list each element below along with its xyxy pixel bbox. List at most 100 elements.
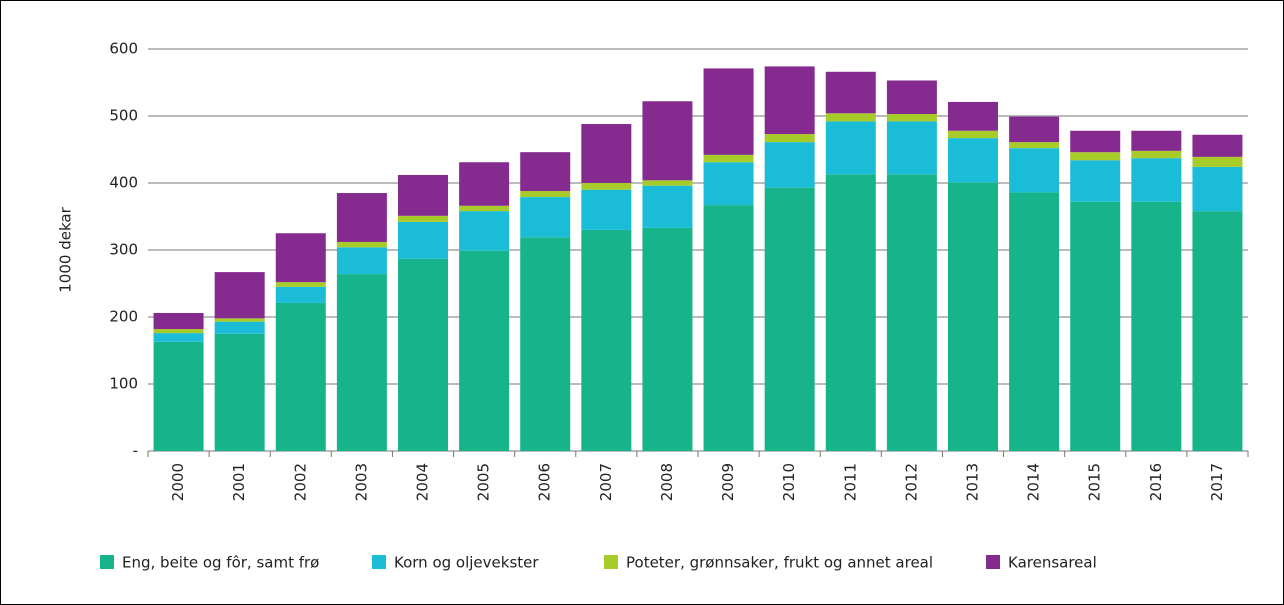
bar-segment — [1192, 211, 1243, 451]
y-tick-label: 200 — [109, 308, 138, 326]
bar-segment — [1131, 130, 1182, 151]
bar-segment — [642, 101, 693, 181]
bar-segment — [398, 215, 448, 222]
bar-segment — [581, 124, 632, 183]
x-tick-label: 2012 — [902, 463, 920, 501]
bar-segment — [1070, 152, 1121, 161]
bar-segment — [886, 113, 937, 122]
legend-label: Eng, beite og fôr, samt frø — [122, 554, 319, 572]
bar-segment — [764, 134, 815, 143]
x-tick-label: 2013 — [964, 463, 982, 501]
bar-segment — [275, 233, 326, 283]
x-tick-label: 2001 — [230, 463, 248, 501]
x-tick-label: 2003 — [352, 463, 370, 501]
x-tick-label: 2008 — [658, 463, 676, 501]
x-tick-label: 2011 — [841, 463, 859, 501]
x-tick-label: 2004 — [414, 463, 432, 501]
y-tick-label: 300 — [109, 241, 138, 259]
bar-segment — [1070, 160, 1121, 202]
bar-segment — [459, 205, 510, 212]
bar-segment — [1070, 201, 1121, 451]
bar-segment — [520, 152, 571, 192]
bar-segment — [642, 180, 693, 186]
bar-segment — [214, 318, 265, 322]
legend-label: Korn og oljevekster — [394, 554, 539, 572]
bar-segment — [1009, 142, 1060, 149]
bar-segment — [275, 302, 326, 451]
bar-segment — [275, 282, 326, 287]
bar-segment — [764, 187, 815, 451]
legend-label: Karensareal — [1008, 554, 1097, 572]
bar-segment — [764, 142, 815, 188]
bar-segment — [581, 229, 632, 451]
bar-segment — [459, 162, 510, 206]
bar-segment — [336, 241, 387, 248]
x-tick-label: 2005 — [475, 463, 493, 501]
legend-swatch — [372, 555, 386, 569]
bar-segment — [886, 174, 937, 452]
bar-segment — [214, 321, 265, 334]
bar-segment — [153, 312, 204, 330]
bar-segment — [581, 189, 632, 230]
y-tick-label: 600 — [109, 40, 138, 58]
x-tick-label: 2006 — [536, 463, 554, 501]
bar-segment — [459, 250, 510, 451]
bar-segment — [948, 182, 998, 451]
bar-segment — [642, 227, 693, 451]
bar-segment — [764, 66, 815, 135]
legend-swatch — [100, 555, 114, 569]
bar-segment — [1192, 166, 1243, 212]
x-tick-label: 2009 — [719, 463, 737, 501]
bar-segment — [886, 80, 937, 114]
bar-segment — [825, 121, 876, 175]
bar-segment — [459, 211, 510, 251]
x-tick-label: 2002 — [291, 463, 309, 501]
y-tick-label: - — [133, 442, 138, 460]
x-tick-label: 2000 — [169, 463, 187, 501]
x-tick-label: 2017 — [1208, 463, 1226, 501]
x-tick-label: 2016 — [1147, 463, 1165, 501]
y-tick-label: 100 — [109, 375, 138, 393]
y-tick-label: 400 — [109, 174, 138, 192]
legend-swatch — [604, 555, 618, 569]
bar-segment — [1070, 130, 1121, 153]
x-tick-label: 2007 — [597, 463, 615, 501]
bar-segment — [948, 101, 998, 131]
bar-segment — [703, 205, 754, 451]
bar-segment — [1192, 134, 1243, 157]
bar-segment — [336, 193, 387, 242]
bar-segment — [642, 185, 693, 228]
bar-segment — [825, 71, 876, 114]
bar-segment — [336, 247, 387, 275]
bar-segment — [581, 183, 632, 190]
bar-segment — [825, 174, 876, 452]
bar-segment — [703, 154, 754, 163]
bar-segment — [336, 274, 387, 451]
bar-segment — [1131, 158, 1182, 202]
legend-label: Poteter, grønnsaker, frukt og annet area… — [626, 554, 933, 572]
bar-segment — [214, 333, 265, 451]
bar-segment — [520, 191, 571, 198]
bar-segment — [153, 333, 204, 342]
bar-segment — [1009, 116, 1060, 143]
bar-segment — [398, 174, 448, 216]
bar-segment — [520, 237, 571, 451]
bar-segment — [275, 286, 326, 303]
y-axis-label: 1000 dekar — [57, 206, 75, 292]
bar-segment — [153, 329, 204, 334]
bar-segment — [1192, 156, 1243, 167]
x-tick-label: 2014 — [1025, 463, 1043, 501]
bar-segment — [214, 272, 265, 319]
bar-segment — [825, 113, 876, 122]
bar-segment — [1131, 201, 1182, 451]
bar-segment — [398, 258, 448, 451]
y-tick-label: 500 — [109, 107, 138, 125]
bar-segment — [1131, 150, 1182, 159]
bar-segment — [520, 197, 571, 238]
bar-segment — [1009, 192, 1060, 451]
bar-segment — [398, 221, 448, 259]
bar-segment — [703, 68, 754, 155]
bar-segment — [1009, 148, 1060, 193]
bar-segment — [948, 130, 998, 139]
